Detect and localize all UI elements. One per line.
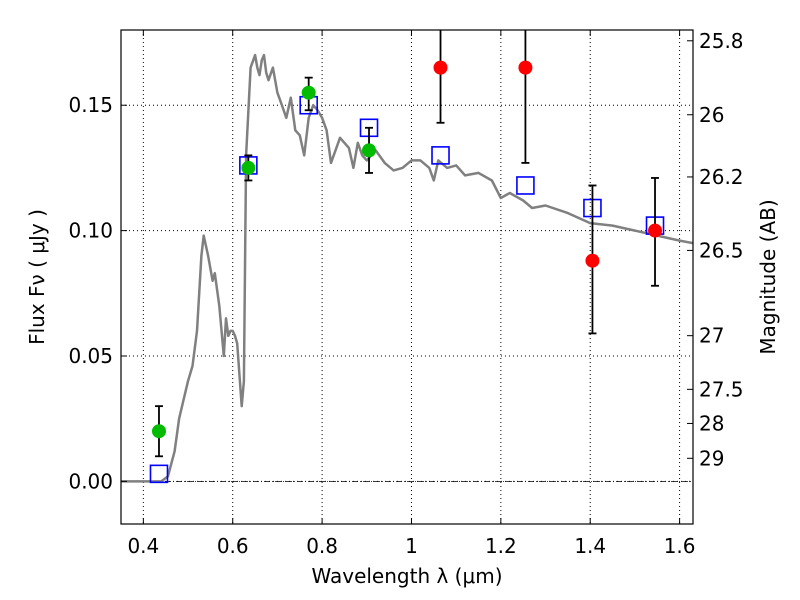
- upper-limit-point: [648, 223, 663, 238]
- detection-point: [301, 85, 316, 100]
- magnitude-tick-label: 27.5: [699, 377, 744, 401]
- magnitude-tick-label: 25.8: [699, 29, 744, 53]
- magnitude-tick-label: 26.2: [699, 165, 744, 189]
- model-spectrum-line: [121, 53, 693, 483]
- detection-point: [151, 424, 166, 439]
- x-tick-label: 1: [405, 534, 418, 558]
- grid: [121, 30, 693, 524]
- magnitude-tick-label: 26.5: [699, 238, 744, 262]
- magnitude-tick-label: 28: [699, 411, 724, 435]
- upper-limit-point: [433, 60, 448, 75]
- x-tick-label: 0.4: [127, 534, 159, 558]
- x-tick-label: 1.6: [664, 534, 696, 558]
- x-tick-label: 1.4: [574, 534, 606, 558]
- magnitude-tick-label: 29: [699, 446, 724, 470]
- x-tick-label: 0.8: [306, 534, 338, 558]
- detection-point: [241, 160, 256, 175]
- axis-ticks: 0.4 0.6 0.8 1 1.2 1.4 1.6 0.00 0.05 0.10 0.15 25.8 2…: [68, 29, 743, 558]
- y-tick-label: 0.05: [68, 344, 113, 368]
- model-magnitude-square: [149, 464, 169, 484]
- x-axis-label: Wavelength λ (μm): [311, 564, 502, 588]
- detection-point: [362, 143, 377, 158]
- model-magnitude-square: [516, 176, 535, 195]
- markers: [149, 30, 665, 484]
- model-magnitude-square: [431, 146, 450, 165]
- upper-limit-point: [585, 253, 600, 268]
- upper-limit-point: [518, 60, 533, 75]
- magnitude-tick-label: 26: [699, 103, 724, 127]
- x-tick-label: 1.2: [485, 534, 517, 558]
- magnitude-tick-label: 27: [699, 324, 724, 348]
- y-tick-label: 0.00: [68, 469, 113, 493]
- plot-frame: [120, 29, 694, 525]
- right-axis-label: Magnitude (AB): [756, 199, 780, 354]
- x-tick-label: 0.6: [217, 534, 249, 558]
- y-axis-label: Flux Fν ( μJy ): [25, 209, 49, 345]
- y-tick-label: 0.15: [68, 93, 113, 117]
- y-tick-label: 0.10: [68, 219, 113, 243]
- plot-area: [121, 53, 693, 483]
